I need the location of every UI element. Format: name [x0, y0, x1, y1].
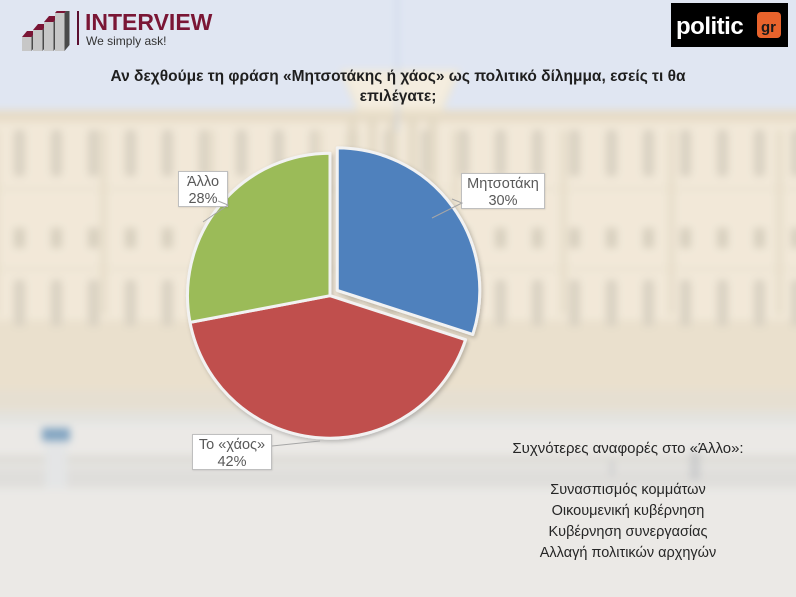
svg-text:politic: politic — [676, 13, 743, 40]
svg-text:gr: gr — [761, 19, 776, 36]
